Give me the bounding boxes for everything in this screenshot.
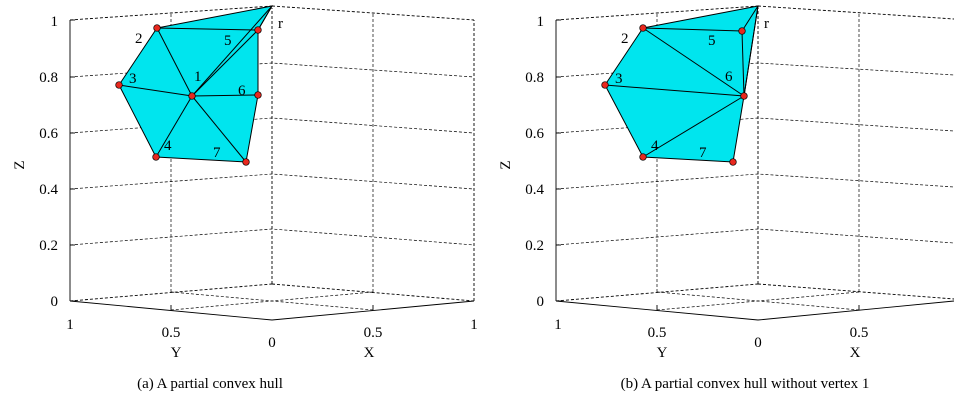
z-tick-0: 0 <box>51 294 59 310</box>
vertex-label-2: 2 <box>135 31 143 47</box>
y-tick-0.5: 0.5 <box>648 325 667 341</box>
vertex-label-1: 1 <box>194 69 202 85</box>
panel-b-x-tick-labels: 0.5 <box>850 325 869 341</box>
z-tick-0.4: 0.4 <box>525 182 544 198</box>
panel-b-y-tick-labels: 1 0.5 0 <box>554 317 762 351</box>
panel-b-y-axis-label: Y <box>657 345 668 361</box>
vertex-3 <box>601 81 609 89</box>
panel-a: 1 2 3 4 5 6 7 r 0 0.2 0.4 0.6 0.8 1 1 0.… <box>12 5 478 361</box>
y-tick-1: 1 <box>66 317 74 333</box>
vertex-label-7: 7 <box>213 145 221 161</box>
y-tick-1: 1 <box>554 317 562 333</box>
vertex-5 <box>254 26 262 34</box>
panel-b-hull: 2 3 4 5 6 7 r <box>601 5 769 166</box>
vertex-label-r: r <box>764 16 769 32</box>
vertex-7 <box>242 158 250 166</box>
panel-b-axes-box <box>555 5 955 321</box>
z-tick-0.8: 0.8 <box>39 70 58 86</box>
y-tick-0: 0 <box>754 335 762 351</box>
vertex-label-5: 5 <box>224 33 232 49</box>
vertex-label-3: 3 <box>129 71 137 87</box>
panel-a-hull-edges <box>118 5 273 163</box>
vertex-2 <box>153 24 161 32</box>
vertex-label-5: 5 <box>708 33 716 49</box>
panel-a-y-tick-labels: 1 0.5 0 <box>66 317 276 351</box>
y-tick-0.5: 0.5 <box>162 325 181 341</box>
panel-a-y-axis-label: Y <box>171 345 182 361</box>
vertex-4 <box>152 153 160 161</box>
panel-b-z-tick-labels: 0 0.2 0.4 0.6 0.8 1 <box>525 14 544 310</box>
vertex-5 <box>738 27 746 35</box>
vertex-label-3: 3 <box>615 71 623 87</box>
panel-a-hull: 1 2 3 4 5 6 7 r <box>115 5 283 166</box>
vertex-7 <box>729 158 737 166</box>
x-tick-1: 1 <box>470 317 478 333</box>
vertex-6 <box>740 92 748 100</box>
z-tick-0.2: 0.2 <box>39 238 58 254</box>
z-tick-1: 1 <box>537 14 545 30</box>
vertex-label-2: 2 <box>621 31 629 47</box>
x-tick-0.5: 0.5 <box>364 325 383 341</box>
panel-b-gridlines <box>555 13 955 311</box>
panel-b-vertices <box>601 24 748 166</box>
panel-a-z-tick-labels: 0 0.2 0.4 0.6 0.8 1 <box>39 14 58 310</box>
vertex-label-4: 4 <box>164 138 172 154</box>
vertex-label-6: 6 <box>725 69 733 85</box>
z-tick-0: 0 <box>537 294 545 310</box>
vertex-3 <box>115 81 123 89</box>
panel-a-ticks <box>70 19 374 310</box>
y-tick-0: 0 <box>268 335 276 351</box>
z-tick-0.6: 0.6 <box>525 126 544 142</box>
panel-a-axes-box <box>69 5 475 321</box>
panel-b-x-axis-label: X <box>850 345 861 361</box>
panel-b-ticks <box>556 19 860 310</box>
z-tick-0.2: 0.2 <box>525 238 544 254</box>
vertex-label-6: 6 <box>238 83 246 99</box>
z-tick-1: 1 <box>51 14 59 30</box>
panel-a-x-tick-labels: 0.5 1 <box>364 317 478 341</box>
panel-a-x-axis-label: X <box>364 345 375 361</box>
x-tick-0.5: 0.5 <box>850 325 869 341</box>
vertex-6 <box>254 91 262 99</box>
panel-b-caption: (b) A partial convex hull without vertex… <box>620 376 870 392</box>
panel-b-z-axis-label: Z <box>498 160 514 169</box>
z-tick-0.8: 0.8 <box>525 70 544 86</box>
panel-a-z-axis-label: Z <box>12 160 28 169</box>
vertex-1 <box>188 92 196 100</box>
panel-b: 2 3 4 5 6 7 r 0 0.2 0.4 0.6 0.8 1 1 0.5 … <box>498 5 955 361</box>
panel-b-hull-edges <box>604 5 759 158</box>
vertex-4 <box>639 153 647 161</box>
vertex-label-7: 7 <box>699 145 707 161</box>
z-tick-0.6: 0.6 <box>39 126 58 142</box>
panel-a-vertices <box>115 24 262 166</box>
vertex-label-r: r <box>278 16 283 32</box>
z-tick-0.4: 0.4 <box>39 182 58 198</box>
panel-a-caption: (a) A partial convex hull <box>137 376 283 392</box>
vertex-label-4: 4 <box>651 138 659 154</box>
panel-b-vertex-labels: 2 3 4 5 6 7 r <box>615 16 769 161</box>
vertex-2 <box>639 24 647 32</box>
panel-a-vertex-labels: 1 2 3 4 5 6 7 r <box>129 16 283 161</box>
